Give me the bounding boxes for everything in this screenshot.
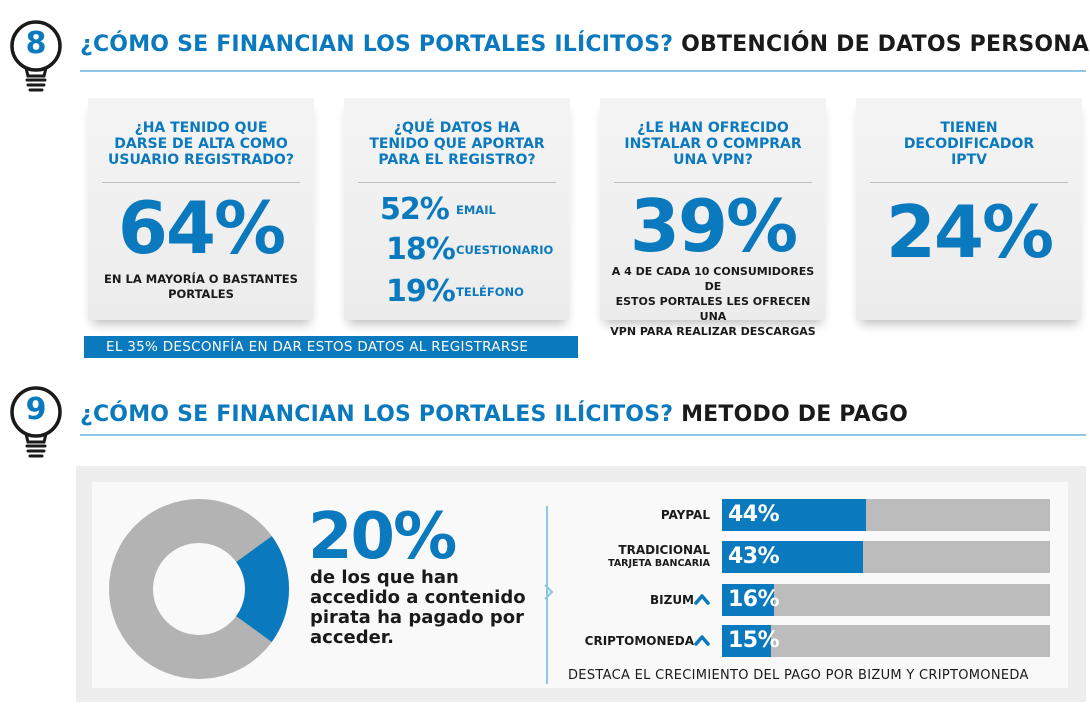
card-question-line: IPTV (951, 152, 987, 168)
data-row-phone: 19% TELÉFONO (344, 272, 570, 312)
bar-label: BIZUM (650, 593, 694, 607)
card-question: ¿HA TENIDO QUE DARSE DE ALTA COMO USUARI… (88, 120, 314, 168)
bar-label: TRADICIONAL (618, 543, 710, 557)
data-row-label: EMAIL (456, 203, 496, 217)
lightbulb-icon: 9 (8, 384, 70, 462)
data-row-questionnaire: 18% CUESTIONARIO (344, 230, 570, 270)
section-8-header: 8 ¿CÓMO SE FINANCIAN LOS PORTALES ILÍCIT… (0, 18, 1090, 92)
card-divider (102, 182, 300, 183)
growth-up-arrow-icon (694, 635, 710, 646)
card-note: EN LA MAYORÍA O BASTANTES PORTALES (98, 272, 304, 302)
card-registered-user: ¿HA TENIDO QUE DARSE DE ALTA COMO USUARI… (88, 98, 314, 320)
section-title: ¿CÓMO SE FINANCIAN LOS PORTALES ILÍCITOS… (80, 402, 908, 427)
card-vpn-offer: ¿LE HAN OFRECIDO INSTALAR O COMPRAR UNA … (600, 98, 826, 338)
bar-row-crypto: CRIPTOMONEDA 15% (560, 625, 1060, 657)
card-question-line: USUARIO REGISTRADO? (108, 152, 294, 168)
paid-description-line: pirata ha pagado por (310, 607, 525, 628)
card-value: 64% (117, 186, 286, 270)
card-note-line: VPN PARA REALIZAR DESCARGAS (610, 325, 816, 338)
paid-description-line: acceder. (310, 627, 394, 648)
card-question: ¿QUÉ DATOS HA TENIDO QUE APORTAR PARA EL… (344, 120, 570, 168)
card-question-line: INSTALAR O COMPRAR (624, 136, 802, 152)
bar-track: 43% (722, 541, 1050, 573)
card-question-line: DARSE DE ALTA COMO (114, 136, 288, 152)
card-divider (870, 182, 1068, 183)
card-note-line: ESTOS PORTALES LES OFRECEN UNA (615, 295, 811, 323)
section-number: 8 (25, 26, 47, 61)
card-question-line: TENIDO QUE APORTAR (369, 136, 545, 152)
data-row-label: CUESTIONARIO (456, 243, 554, 257)
header-divider (80, 434, 1086, 436)
card-value: 39% (629, 184, 798, 268)
card-divider (358, 182, 556, 183)
separator-notch-icon (544, 584, 554, 600)
data-row-label: TELÉFONO (456, 285, 524, 299)
growth-up-arrow-icon (694, 594, 710, 605)
bar-label: CRIPTOMONEDA (584, 634, 694, 648)
bar-row-bizum: BIZUM 16% (560, 584, 1060, 616)
card-iptv-decoder: TIENEN DECODIFICADOR IPTV 24% (856, 98, 1082, 320)
title-topic: METODO DE PAGO (681, 402, 908, 427)
distrust-banner: EL 35% DESCONFÍA EN DAR ESTOS DATOS AL R… (84, 336, 578, 358)
paid-description-line: de los que han (310, 567, 459, 588)
data-row-value: 19% (386, 274, 456, 309)
card-question-line: UNA VPN? (673, 152, 753, 168)
bar-value: 44% (728, 502, 780, 527)
bar-value: 43% (728, 544, 780, 569)
bar-track: 44% (722, 499, 1050, 531)
card-note: A 4 DE CADA 10 CONSUMIDORES DE ESTOS POR… (610, 264, 816, 339)
bar-fill (722, 584, 775, 616)
data-row-email: 52% EMAIL (344, 190, 570, 230)
bar-label: PAYPAL (660, 508, 710, 522)
paid-description-line: accedido a contenido (310, 587, 526, 608)
payment-donut-chart (109, 499, 289, 679)
bar-fill (722, 499, 867, 531)
panel-separator (546, 506, 548, 684)
bar-row-traditional: TRADICIONAL TARJETA BANCARIA 43% (560, 541, 1060, 573)
card-question: TIENEN DECODIFICADOR IPTV (856, 120, 1082, 168)
title-topic: OBTENCIÓN DE DATOS PERSONALES (681, 32, 1090, 57)
card-question-line: ¿LE HAN OFRECIDO (637, 120, 789, 136)
bar-fill (722, 541, 864, 573)
payment-footer-note: DESTACA EL CRECIMIENTO DEL PAGO POR BIZU… (568, 668, 1029, 683)
bar-sublabel: TARJETA BANCARIA (608, 558, 710, 569)
card-divider (614, 182, 812, 183)
title-question: ¿CÓMO SE FINANCIAN LOS PORTALES ILÍCITOS… (80, 402, 674, 427)
bar-fill (722, 625, 772, 657)
card-value: 24% (885, 190, 1054, 274)
card-question-line: DECODIFICADOR (903, 136, 1035, 152)
card-question-line: ¿QUÉ DATOS HA (393, 120, 521, 136)
bar-value: 16% (728, 587, 780, 612)
data-row-value: 52% (380, 192, 450, 227)
card-question-line: PARA EL REGISTRO? (378, 152, 536, 168)
data-row-value: 18% (386, 232, 456, 267)
section-title: ¿CÓMO SE FINANCIAN LOS PORTALES ILÍCITOS… (80, 32, 1090, 57)
section-number: 9 (25, 392, 47, 427)
section-9-header: 9 ¿CÓMO SE FINANCIAN LOS PORTALES ILÍCIT… (0, 384, 1090, 458)
bar-value: 15% (728, 628, 780, 653)
paid-percentage: 20% (308, 500, 457, 574)
card-note-line: EN LA MAYORÍA O BASTANTES (104, 272, 298, 286)
paid-description: de los que han accedido a contenido pira… (310, 568, 540, 648)
header-divider (80, 70, 1086, 72)
bar-track: 16% (722, 584, 1050, 616)
title-question: ¿CÓMO SE FINANCIAN LOS PORTALES ILÍCITOS… (80, 32, 674, 57)
card-note-line: A 4 DE CADA 10 CONSUMIDORES DE (611, 265, 815, 293)
card-note-line: PORTALES (168, 287, 234, 301)
bar-track: 15% (722, 625, 1050, 657)
card-registration-data: ¿QUÉ DATOS HA TENIDO QUE APORTAR PARA EL… (344, 98, 570, 320)
bar-label-group: TRADICIONAL TARJETA BANCARIA (608, 543, 710, 571)
card-question: ¿LE HAN OFRECIDO INSTALAR O COMPRAR UNA … (600, 120, 826, 168)
card-question-line: TIENEN (940, 120, 998, 136)
bar-row-paypal: PAYPAL 44% (560, 499, 1060, 531)
card-question-line: ¿HA TENIDO QUE (134, 120, 268, 136)
lightbulb-icon: 8 (8, 18, 70, 96)
